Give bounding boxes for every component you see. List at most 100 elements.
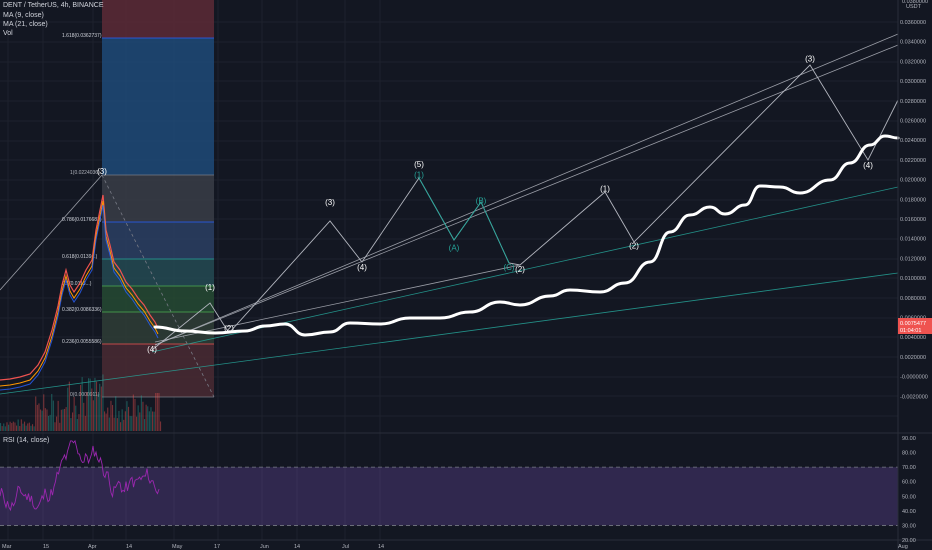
fib-level-label: 0.786(0.0176681) [62,217,102,223]
fib-retracement[interactable]: 1.618(0.0362737) 1(0.0224036) 0.786(0.0176… [62,0,215,398]
volume-bars [0,374,162,431]
projection-path[interactable] [153,134,900,337]
wave-label: (2) [515,265,525,274]
volume-bar [124,411,126,431]
volume-bar [20,419,22,431]
trend-line [154,264,521,343]
volume-bar [92,400,94,431]
rsi-pane[interactable] [0,432,932,526]
fib-level-label: 1.618(0.0362737) [62,33,102,39]
price-axis-top-tick: 0.0380000 [902,0,928,5]
volume-bar [110,400,112,431]
volume-bar [60,409,62,431]
volume-bar [46,409,48,431]
volume-bar [134,398,136,431]
price-line [0,194,159,381]
fib-zone [102,38,214,175]
volume-bar [78,414,80,431]
current-price-badge [898,318,932,334]
price-axis-tick: 0.0080000 [900,296,926,302]
elliott-wave-lines[interactable] [151,64,899,351]
volume-bar [99,383,101,431]
time-axis-tick: Jul [342,544,349,550]
price-axis-tick: 0.0320000 [900,59,926,65]
volume-bar [19,426,21,431]
volume-bar [56,416,58,431]
fib-level-label: 0.618(0.0139...) [62,254,98,260]
fib-level-label: 0.5(0.0113...) [62,281,92,287]
volume-bar [9,421,11,431]
fib-zone [102,0,214,38]
rsi-axis-tick: 80.00 [902,451,916,457]
rsi-band [0,467,898,526]
wave-labels: (3)(4)(1)(2)(3)(4)(5)(1)(A)(B)(C) (2)(1)(… [97,55,873,354]
volume-bar [81,377,83,431]
time-axis-tick: 14 [378,544,384,550]
symbol-title[interactable]: DENT / TetherUS, 4h, BINANCE [3,2,104,9]
time-axis-tick: May [172,544,183,550]
rsi-legend[interactable]: RSI (14, close) [3,437,50,444]
volume-bar [142,401,144,431]
volume-bar [131,416,133,431]
volume-bar [84,415,86,431]
volume-bar [108,417,110,431]
volume-bar [72,412,74,431]
volume-bar [65,407,67,431]
volume-bar [43,394,45,431]
volume-bar [49,414,51,431]
price-axis-tick: 0.0220000 [900,158,926,164]
volume-bar [24,421,26,431]
time-axis-partial-tick: Aug [898,544,908,550]
volume-bar [38,403,40,431]
wave-label: (B) [476,196,487,205]
volume-bar [40,409,42,431]
rsi-axis-tick: 70.00 [902,465,916,471]
volume-bar [116,418,118,431]
volume-bar [35,396,37,431]
volume-bar [6,422,8,431]
wave-label: (5) [414,160,424,169]
volume-bar [105,413,107,431]
rsi-axis-tick: 40.00 [902,509,916,515]
price-axis-tick: -0.0020000 [900,394,928,400]
volume-bar [1,426,3,431]
wave-label: (2) [629,242,639,251]
volume-bar [44,408,46,431]
price-series [0,194,159,391]
volume-bar [4,426,6,431]
time-axis-tick: 14 [126,544,132,550]
volume-bar [97,394,99,431]
projection-path [153,134,900,337]
volume-bar [88,378,90,431]
volume-bar [8,424,10,431]
volume-bar [128,406,130,431]
countdown-label: 01:04:01 [900,328,921,334]
volume-bar [41,410,43,431]
fib-level-label: 0.382(0.0086336) [62,307,102,313]
rsi-line [0,439,160,512]
time-axis-tick: Mar [2,544,12,550]
volume-bar [51,393,53,431]
volume-bar [17,419,19,431]
volume-bar [115,396,117,431]
time-axis-tick: Jun [260,544,269,550]
price-axis-tick: 0.0340000 [900,40,926,46]
volume-bar [89,378,91,431]
price-axis-tick: -0.0000000 [900,375,928,381]
volume-bar [30,425,32,431]
rsi-axis-tick: 20.00 [902,538,916,544]
trend-line [154,33,899,346]
volume-bar [153,411,155,431]
volume-bar [148,411,150,431]
wave-label: (4) [357,263,367,272]
volume-legend[interactable]: Vol [3,30,13,37]
volume-bar [94,377,96,431]
ma21-legend[interactable]: MA (21, close) [3,21,48,28]
ma9-legend[interactable]: MA (9, close) [3,12,44,19]
volume-bar [14,422,16,431]
volume-bar [120,422,122,431]
volume-bar [33,426,35,431]
volume-bar [68,381,70,431]
fib-zone [102,344,214,397]
